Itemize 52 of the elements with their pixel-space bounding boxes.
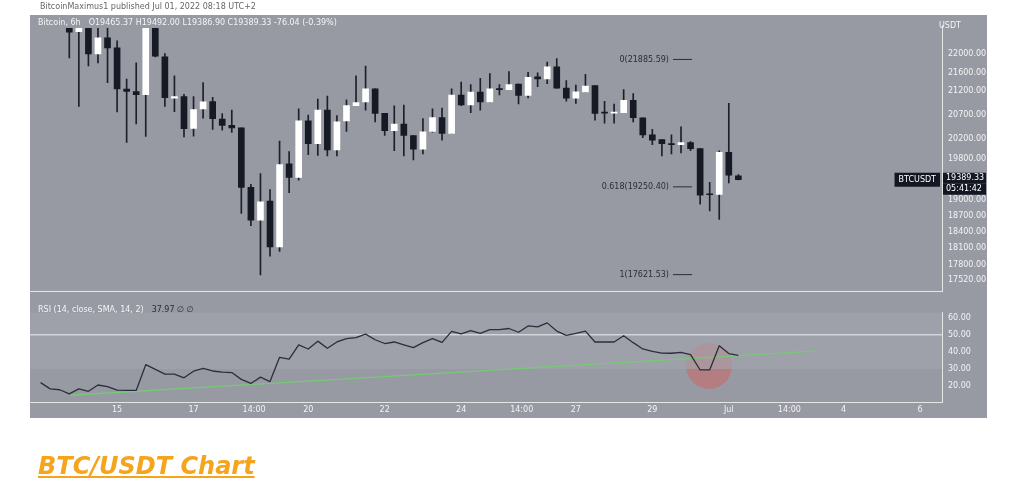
y-tick-label: 21600.00 (948, 67, 987, 77)
x-tick-label: 27 (570, 405, 581, 415)
y-tick-label: 18100.00 (948, 243, 987, 253)
text: BTC/USDT Chart (38, 452, 255, 480)
y-tick-label: 30.00 (948, 364, 971, 374)
y-tick-label: 19000.00 (948, 194, 987, 204)
y-tick-label: 60.00 (948, 312, 971, 322)
x-tick-label: 17 (188, 405, 199, 415)
candlestick (132, 62, 140, 125)
annotation: BTCUSDT (898, 174, 937, 184)
candlestick (352, 75, 360, 106)
y-tick-label: 40.00 (948, 346, 971, 356)
y-tick-label: 20.00 (948, 381, 971, 391)
text: 05:41:42 (946, 184, 982, 194)
candlestick (400, 104, 408, 157)
x-tick-label: 6 (917, 405, 923, 415)
candlestick (706, 181, 714, 212)
y-tick-label: 17800.00 (948, 259, 987, 269)
x-tick-label: 14:00 (510, 405, 534, 415)
candlestick (65, 28, 73, 59)
y-tick-label: 20200.00 (948, 134, 987, 144)
text: BitcoinMaximus1 published Jul 01, 2022 08:18 UTC+2 (40, 2, 256, 11)
candlestick (228, 109, 236, 133)
x-tick-label: 20 (303, 405, 314, 415)
x-tick-label: 29 (647, 405, 658, 415)
x-tick-label: 14:00 (242, 405, 266, 415)
y-tick-label: 18400.00 (948, 226, 987, 236)
y-tick-label: 17520.00 (948, 275, 987, 285)
y-tick-label: 18700.00 (948, 210, 987, 220)
x-tick-label: 14:00 (777, 405, 801, 415)
x-tick-label: 22 (379, 405, 390, 415)
x-tick-label: 4 (840, 405, 847, 415)
y-axis-title: USDT (939, 21, 961, 30)
y-tick-label: 22000.00 (948, 49, 987, 59)
ref-line-label: 1(17621.53) (619, 269, 669, 279)
candlestick (677, 126, 685, 154)
y-tick-label: 20700.00 (948, 109, 987, 119)
x-tick-label: Jul (722, 405, 734, 415)
chart-title: Bitcoin, 6h (38, 18, 81, 27)
y-tick-label: 19800.00 (948, 153, 987, 163)
candlestick (390, 105, 398, 152)
candlestick (75, 28, 83, 107)
annotation: O19465.37 H19492.00 L19386.90 C19389.33 -76.04 (-0.39%) (88, 18, 337, 27)
ref-line-label: 0.618(19250.40) (601, 181, 669, 191)
text: 19389.33 (946, 173, 985, 183)
y-tick-label: 21200.00 (948, 86, 987, 96)
y-tick-label: 50.00 (948, 329, 971, 339)
x-tick-label: 24 (456, 405, 467, 415)
chart-title: RSI (14, close, SMA, 14, 2) (38, 305, 144, 314)
x-tick-label: 15 (111, 405, 123, 415)
ref-line-label: 0(21885.59) (619, 54, 669, 64)
chart-subtitle: 37.97 ∅ ∅ (151, 305, 194, 314)
